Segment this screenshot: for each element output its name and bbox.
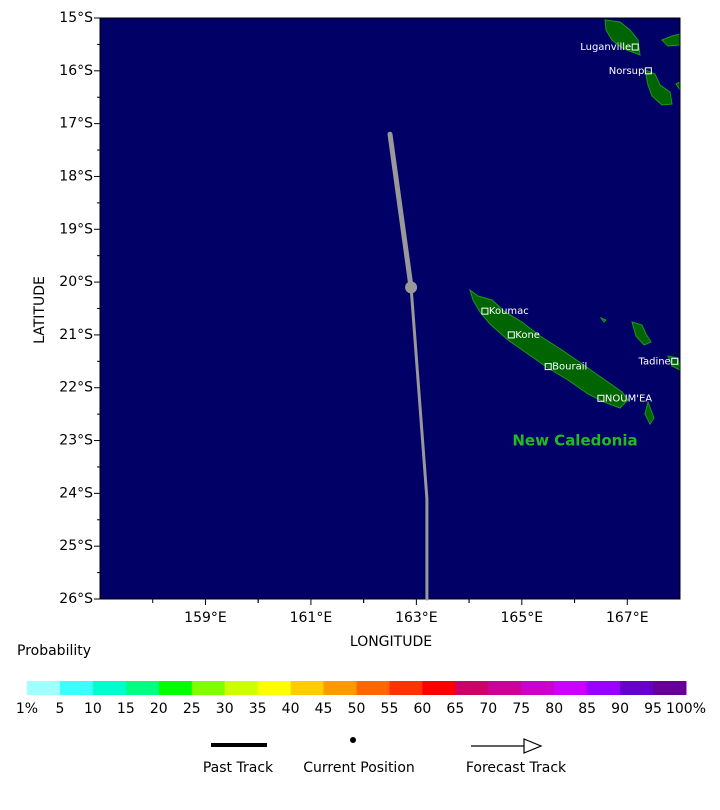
colorbar-segment	[521, 681, 555, 695]
y-tick-label: 18°S	[59, 168, 93, 184]
colorbar-segment	[422, 681, 456, 695]
legend-current: Current Position	[303, 760, 415, 776]
colorbar-segment	[92, 681, 127, 695]
colorbar-tick-label: 1%	[16, 701, 38, 717]
legend-forecast-arrow	[523, 738, 543, 754]
colorbar-tick-label: 95	[644, 701, 662, 717]
colorbar-tick-label: 10	[84, 701, 102, 717]
forecast-track	[409, 285, 429, 601]
legend-past: Past Track	[203, 760, 274, 776]
legend-forecast: Forecast Track	[466, 760, 567, 776]
colorbar-segment	[488, 681, 522, 695]
colorbar-segment	[587, 681, 621, 695]
colorbar-segment	[389, 681, 423, 695]
city-marker	[597, 394, 605, 402]
colorbar-segment	[455, 681, 489, 695]
colorbar-tick-label: 35	[249, 701, 267, 717]
ocean	[100, 18, 680, 599]
colorbar-tick-label: 5	[55, 701, 64, 717]
y-tick-label: 23°S	[59, 433, 93, 449]
colorbar-tick-label: 80	[545, 701, 563, 717]
colorbar-tick-label: 30	[216, 701, 234, 717]
current-position	[405, 281, 418, 294]
colorbar-tick-label: 65	[446, 701, 464, 717]
colorbar-tick-label: 70	[479, 701, 497, 717]
colorbar-segment	[125, 681, 160, 695]
x-tick-label: 161°E	[290, 610, 333, 626]
city-label: Norsup	[609, 66, 645, 77]
city-label: Koumac	[489, 306, 529, 317]
colorbar-tick-label: 40	[282, 701, 300, 717]
y-tick-label: 24°S	[59, 485, 93, 501]
colorbar-tick-label: 50	[348, 701, 366, 717]
y-tick-label: 19°S	[59, 221, 93, 237]
x-tick-label: 163°E	[395, 610, 438, 626]
y-tick-label: 15°S	[59, 10, 93, 26]
region-label: New Caledonia	[512, 432, 637, 450]
colorbar-segment	[620, 681, 654, 695]
colorbar-segment	[27, 681, 61, 695]
colorbar-tick-label: 15	[117, 701, 135, 717]
colorbar-segment	[158, 681, 193, 695]
city-marker	[671, 357, 679, 365]
colorbar-segment	[59, 681, 94, 695]
y-axis-label: LATITUDE	[32, 276, 48, 344]
y-tick-label: 25°S	[59, 538, 93, 554]
city-label: NOUM'EA	[605, 393, 652, 404]
y-tick-label: 17°S	[59, 116, 93, 132]
colorbar-segment	[257, 681, 292, 695]
city-marker	[507, 331, 515, 339]
x-tick-label: 159°E	[184, 610, 227, 626]
colorbar-tick-label: 90	[611, 701, 629, 717]
city-marker	[631, 43, 639, 51]
city-label: Tadine	[638, 356, 671, 367]
city-marker	[644, 67, 652, 75]
colorbar-tick-label: 25	[183, 701, 201, 717]
colorbar-segment	[224, 681, 259, 695]
colorbar-tick-label: 60	[413, 701, 431, 717]
colorbar-tick-label: 85	[578, 701, 596, 717]
x-axis-label: LONGITUDE	[350, 634, 432, 650]
y-tick-label: 16°S	[59, 63, 93, 79]
colorbar-segment	[290, 681, 325, 695]
land	[469, 19, 681, 425]
colorbar-tick-label: 55	[381, 701, 399, 717]
x-tick-label: 167°E	[606, 610, 649, 626]
past-track	[387, 131, 414, 290]
colorbar-tick-label: 20	[150, 701, 168, 717]
city-marker	[481, 307, 489, 315]
y-tick-label: 26°S	[59, 591, 93, 607]
x-tick-label: 165°E	[501, 610, 544, 626]
colorbar-segment	[323, 681, 357, 695]
city-label: Kone	[515, 330, 540, 341]
y-tick-label: 22°S	[59, 380, 93, 396]
colorbar-segment	[653, 681, 687, 695]
colorbar-segment	[356, 681, 390, 695]
city-label: Bourail	[552, 362, 587, 373]
colorbar-tick-label: 100%	[666, 701, 706, 717]
city-label: Luganville	[580, 42, 631, 53]
colorbar-tick-label: 45	[315, 701, 333, 717]
colorbar-segment	[554, 681, 588, 695]
y-tick-label: 21°S	[59, 327, 93, 343]
city-marker	[544, 363, 552, 371]
colorbar-tick-label: 75	[512, 701, 530, 717]
colorbar-segment	[191, 681, 226, 695]
legend-current-swatch	[350, 737, 356, 743]
y-tick-label: 20°S	[59, 274, 93, 290]
colorbar-label: Probability	[17, 643, 91, 659]
